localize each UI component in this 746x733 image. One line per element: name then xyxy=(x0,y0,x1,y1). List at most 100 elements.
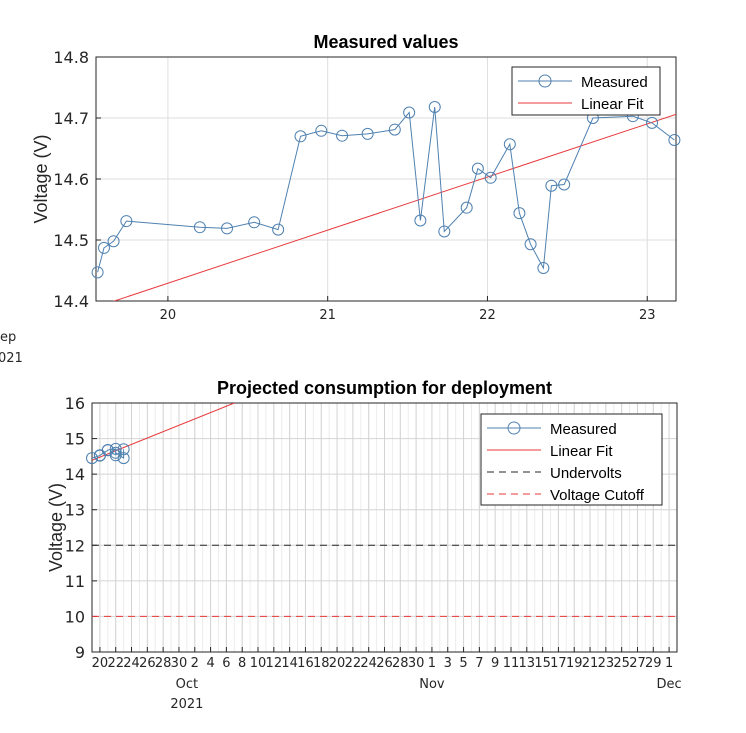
legend: Measured Linear Fit xyxy=(511,66,661,116)
measured-point xyxy=(438,225,451,238)
measured-point xyxy=(414,214,427,227)
y-tick-label: 14.5 xyxy=(53,231,89,250)
y-tick-label: 15 xyxy=(65,430,85,449)
y-tick-label: 10 xyxy=(65,607,85,626)
x-tick-label: 5 xyxy=(459,656,467,671)
legend-label: Voltage Cutoff xyxy=(550,487,645,504)
x-tick-label: 22 xyxy=(107,656,124,671)
legend-label: Linear Fit xyxy=(581,96,644,113)
measured-point xyxy=(471,162,484,175)
x-tick-label: 26 xyxy=(376,656,393,671)
x-tick-label: 24 xyxy=(360,656,377,671)
x-tick-label: 1 xyxy=(665,656,673,671)
measured-point xyxy=(107,235,120,248)
measured-point xyxy=(428,101,441,114)
x-tick-label: 17 xyxy=(550,656,567,671)
x-tick-label: 29 xyxy=(645,656,662,671)
x-tick-label: 23 xyxy=(598,656,615,671)
x-tick-label: 10 xyxy=(250,656,267,671)
measured-point xyxy=(117,443,130,456)
x-tick-label: 30 xyxy=(171,656,188,671)
legend: Measured Linear Fit Undervolts Voltage Cuto… xyxy=(480,413,663,506)
x-tick-label: 20 xyxy=(160,308,177,323)
measured-point xyxy=(460,201,473,214)
measured-point xyxy=(388,123,401,136)
x-secondary-label: 021 xyxy=(0,351,23,366)
month-label: Nov xyxy=(419,677,445,692)
legend-label: Undervolts xyxy=(550,465,622,482)
x-tick-label: 28 xyxy=(392,656,409,671)
x-tick-label: 8 xyxy=(238,656,246,671)
legend-measured-marker xyxy=(538,74,552,88)
measured-point xyxy=(117,452,130,465)
measured-point xyxy=(336,129,349,142)
measured-point xyxy=(97,241,110,254)
x-tick-label: 3 xyxy=(444,656,452,671)
x-tick-label: 4 xyxy=(206,656,214,671)
measured-point xyxy=(294,130,307,143)
x-tick-label: 19 xyxy=(566,656,583,671)
measured-point xyxy=(646,116,659,129)
measured-point xyxy=(668,133,681,146)
y-tick-label: 13 xyxy=(65,501,85,520)
measured-point xyxy=(221,222,234,235)
measured-point xyxy=(503,138,516,151)
x-tick-label: 20 xyxy=(329,656,346,671)
legend-box xyxy=(511,66,661,116)
measured-point xyxy=(109,442,122,455)
measured-point xyxy=(120,215,133,228)
x-tick-label: 9 xyxy=(491,656,499,671)
measured-point xyxy=(315,124,328,137)
x-tick-label: 22 xyxy=(479,308,496,323)
legend-measured-marker xyxy=(507,421,521,435)
chart-title: Measured values xyxy=(313,32,458,52)
y-tick-label: 12 xyxy=(65,536,85,555)
measured-point xyxy=(513,207,526,220)
measured-point xyxy=(86,452,98,465)
measured-line xyxy=(97,106,675,273)
y-tick-label: 14.6 xyxy=(53,170,89,189)
y-tick-label: 14 xyxy=(65,465,85,484)
x-tick-label: 21 xyxy=(319,308,336,323)
chart-title: Projected consumption for deployment xyxy=(217,378,552,398)
measured-point xyxy=(484,171,497,184)
x-tick-label: 20 xyxy=(92,656,109,671)
bottom-chart: 20 22 24 26 28 30 2 4 6 8 10 12 14 16 18 20 22 24 26 28 30 1 3… xyxy=(46,378,682,712)
x-tick-label: 13 xyxy=(519,656,536,671)
x-tick-label: 1 xyxy=(428,656,436,671)
x-tick-label: 24 xyxy=(123,656,140,671)
legend-box xyxy=(480,413,663,506)
y-tick-label: 14.4 xyxy=(53,292,89,311)
linear-fit-line xyxy=(112,113,676,301)
legend-label: Linear Fit xyxy=(550,443,613,460)
x-tick-label: 26 xyxy=(139,656,156,671)
x-tick-label: 28 xyxy=(155,656,172,671)
measured-point xyxy=(248,216,261,229)
y-tick-label: 14.8 xyxy=(53,48,89,67)
x-tick-label: 27 xyxy=(629,656,646,671)
x-secondary-label: ep xyxy=(0,330,16,345)
x-tick-label: 6 xyxy=(222,656,230,671)
year-label: 2021 xyxy=(170,697,203,712)
month-label: Oct xyxy=(176,677,198,692)
x-tick-label: 7 xyxy=(475,656,483,671)
measured-point xyxy=(91,266,104,279)
month-label: Dec xyxy=(657,677,682,692)
y-tick-label: 9 xyxy=(75,643,85,662)
measured-point xyxy=(403,106,416,119)
top-chart: 20 21 22 23 14.4 14.5 14.6 14.7 14.8 Measured val… xyxy=(0,32,681,366)
measured-point xyxy=(361,127,374,140)
x-tick-label: 15 xyxy=(534,656,551,671)
x-tick-label: 12 xyxy=(266,656,283,671)
measured-point xyxy=(558,178,571,191)
x-tick-label: 2 xyxy=(191,656,199,671)
axes-box xyxy=(95,56,677,302)
y-tick-label: 14.7 xyxy=(53,109,89,128)
y-axis-label: Voltage (V) xyxy=(31,134,51,223)
x-tick-label: 18 xyxy=(313,656,330,671)
axes-box xyxy=(91,402,678,653)
y-tick-label: 16 xyxy=(65,394,85,413)
x-tick-label: 14 xyxy=(281,656,298,671)
x-tick-label: 23 xyxy=(639,308,656,323)
